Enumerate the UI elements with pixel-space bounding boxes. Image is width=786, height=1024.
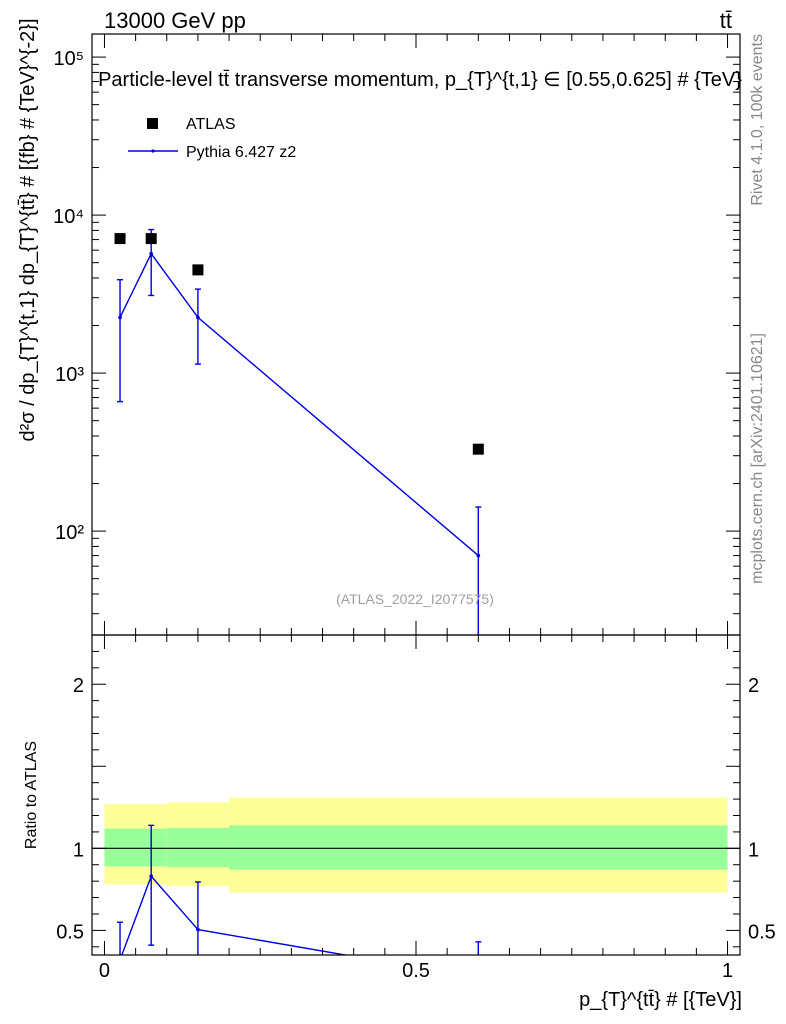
main-y-tick-label: 10²: [55, 522, 84, 544]
main-y-tick-label: 10³: [55, 364, 84, 386]
main-chart-title: Particle-level tt̄ transverse momentum, …: [98, 69, 742, 91]
x-tick-label: 1: [722, 960, 733, 982]
main-y-tick-label: 10⁵: [53, 48, 84, 70]
ratio-pythia-point: [196, 927, 200, 932]
legend-atlas-marker: [147, 118, 158, 129]
ratio-y-tick-label-left: 2: [73, 675, 84, 697]
x-tick-label: 0.5: [402, 960, 430, 982]
main-y-axis-label: d²σ / dp_{T}^{t,1} dp_{T}^{tt̄} # [{fb} …: [17, 18, 39, 441]
header-process-label: tt̄: [720, 8, 732, 33]
legend-atlas-label: ATLAS: [186, 116, 236, 133]
watermark-analysis-id: (ATLAS_2022_I2077575): [336, 591, 494, 607]
pythia-point: [476, 553, 481, 558]
ratio-uncertainty-band-inner: [166, 827, 230, 868]
x-tick-label: 0: [99, 960, 110, 982]
ratio-panel: 0.5 0.5 1 1 2 2 0 0.5 1 Ratio to ATLAS p_{T}^{tt…: [23, 634, 776, 1011]
atlas-data-point: [192, 264, 204, 276]
ratio-pythia-point: [149, 874, 153, 879]
pythia-point: [118, 315, 122, 320]
ratio-pythia-point: [118, 958, 122, 962]
ratio-pythia-point: [477, 976, 481, 980]
ratio-y-axis-label: Ratio to ATLAS: [23, 741, 40, 849]
pythia-line: [119, 252, 479, 557]
mcplots-label: mcplots.cern.ch [arXiv:2401.10621]: [749, 333, 766, 584]
main-plot-layer: 10² 10³ 10⁴ 10⁵: [53, 34, 740, 635]
legend-pythia-label: Pythia 6.427 z2: [186, 144, 296, 161]
ratio-uncertainty-band-inner: [229, 825, 728, 870]
main-panel: 10² 10³ 10⁴ 10⁵ Particle-level tt̄ transver…: [17, 18, 742, 636]
ratio-y-tick-label-left: 1: [73, 839, 84, 861]
pythia-point: [149, 251, 153, 256]
ratio-y-tick-label-right: 2: [748, 675, 759, 697]
legend: ATLAS Pythia 6.427 z2: [128, 116, 296, 161]
ratio-y-tick-label-right: 1: [748, 839, 759, 861]
ratio-plot-layer: 0.5 0.5 1 1 2 2 0 0.5 1: [56, 635, 776, 982]
x-axis-label: p_{T}^{tt̄} # [{TeV}]: [579, 989, 742, 1011]
atlas-data-point: [472, 443, 484, 455]
ratio-mc-layer: [117, 824, 482, 980]
atlas-data-point: [145, 233, 157, 245]
pythia-point: [196, 315, 200, 320]
header-energy-label: 13000 GeV pp: [104, 8, 246, 33]
ratio-y-tick-label-left: 0.5: [56, 921, 84, 943]
main-y-tick-label: 10⁴: [53, 206, 84, 228]
ratio-y-tick-label-right: 0.5: [748, 921, 776, 943]
rivet-version-label: Rivet 4.1.0, 100k events: [749, 34, 766, 206]
ratio-pythia-line: [121, 874, 350, 955]
ratio-uncertainty-band-inner: [104, 828, 167, 867]
legend-pythia-marker: [151, 149, 155, 153]
ratio-panel-frame: [91, 634, 741, 956]
atlas-data-point: [114, 233, 126, 245]
